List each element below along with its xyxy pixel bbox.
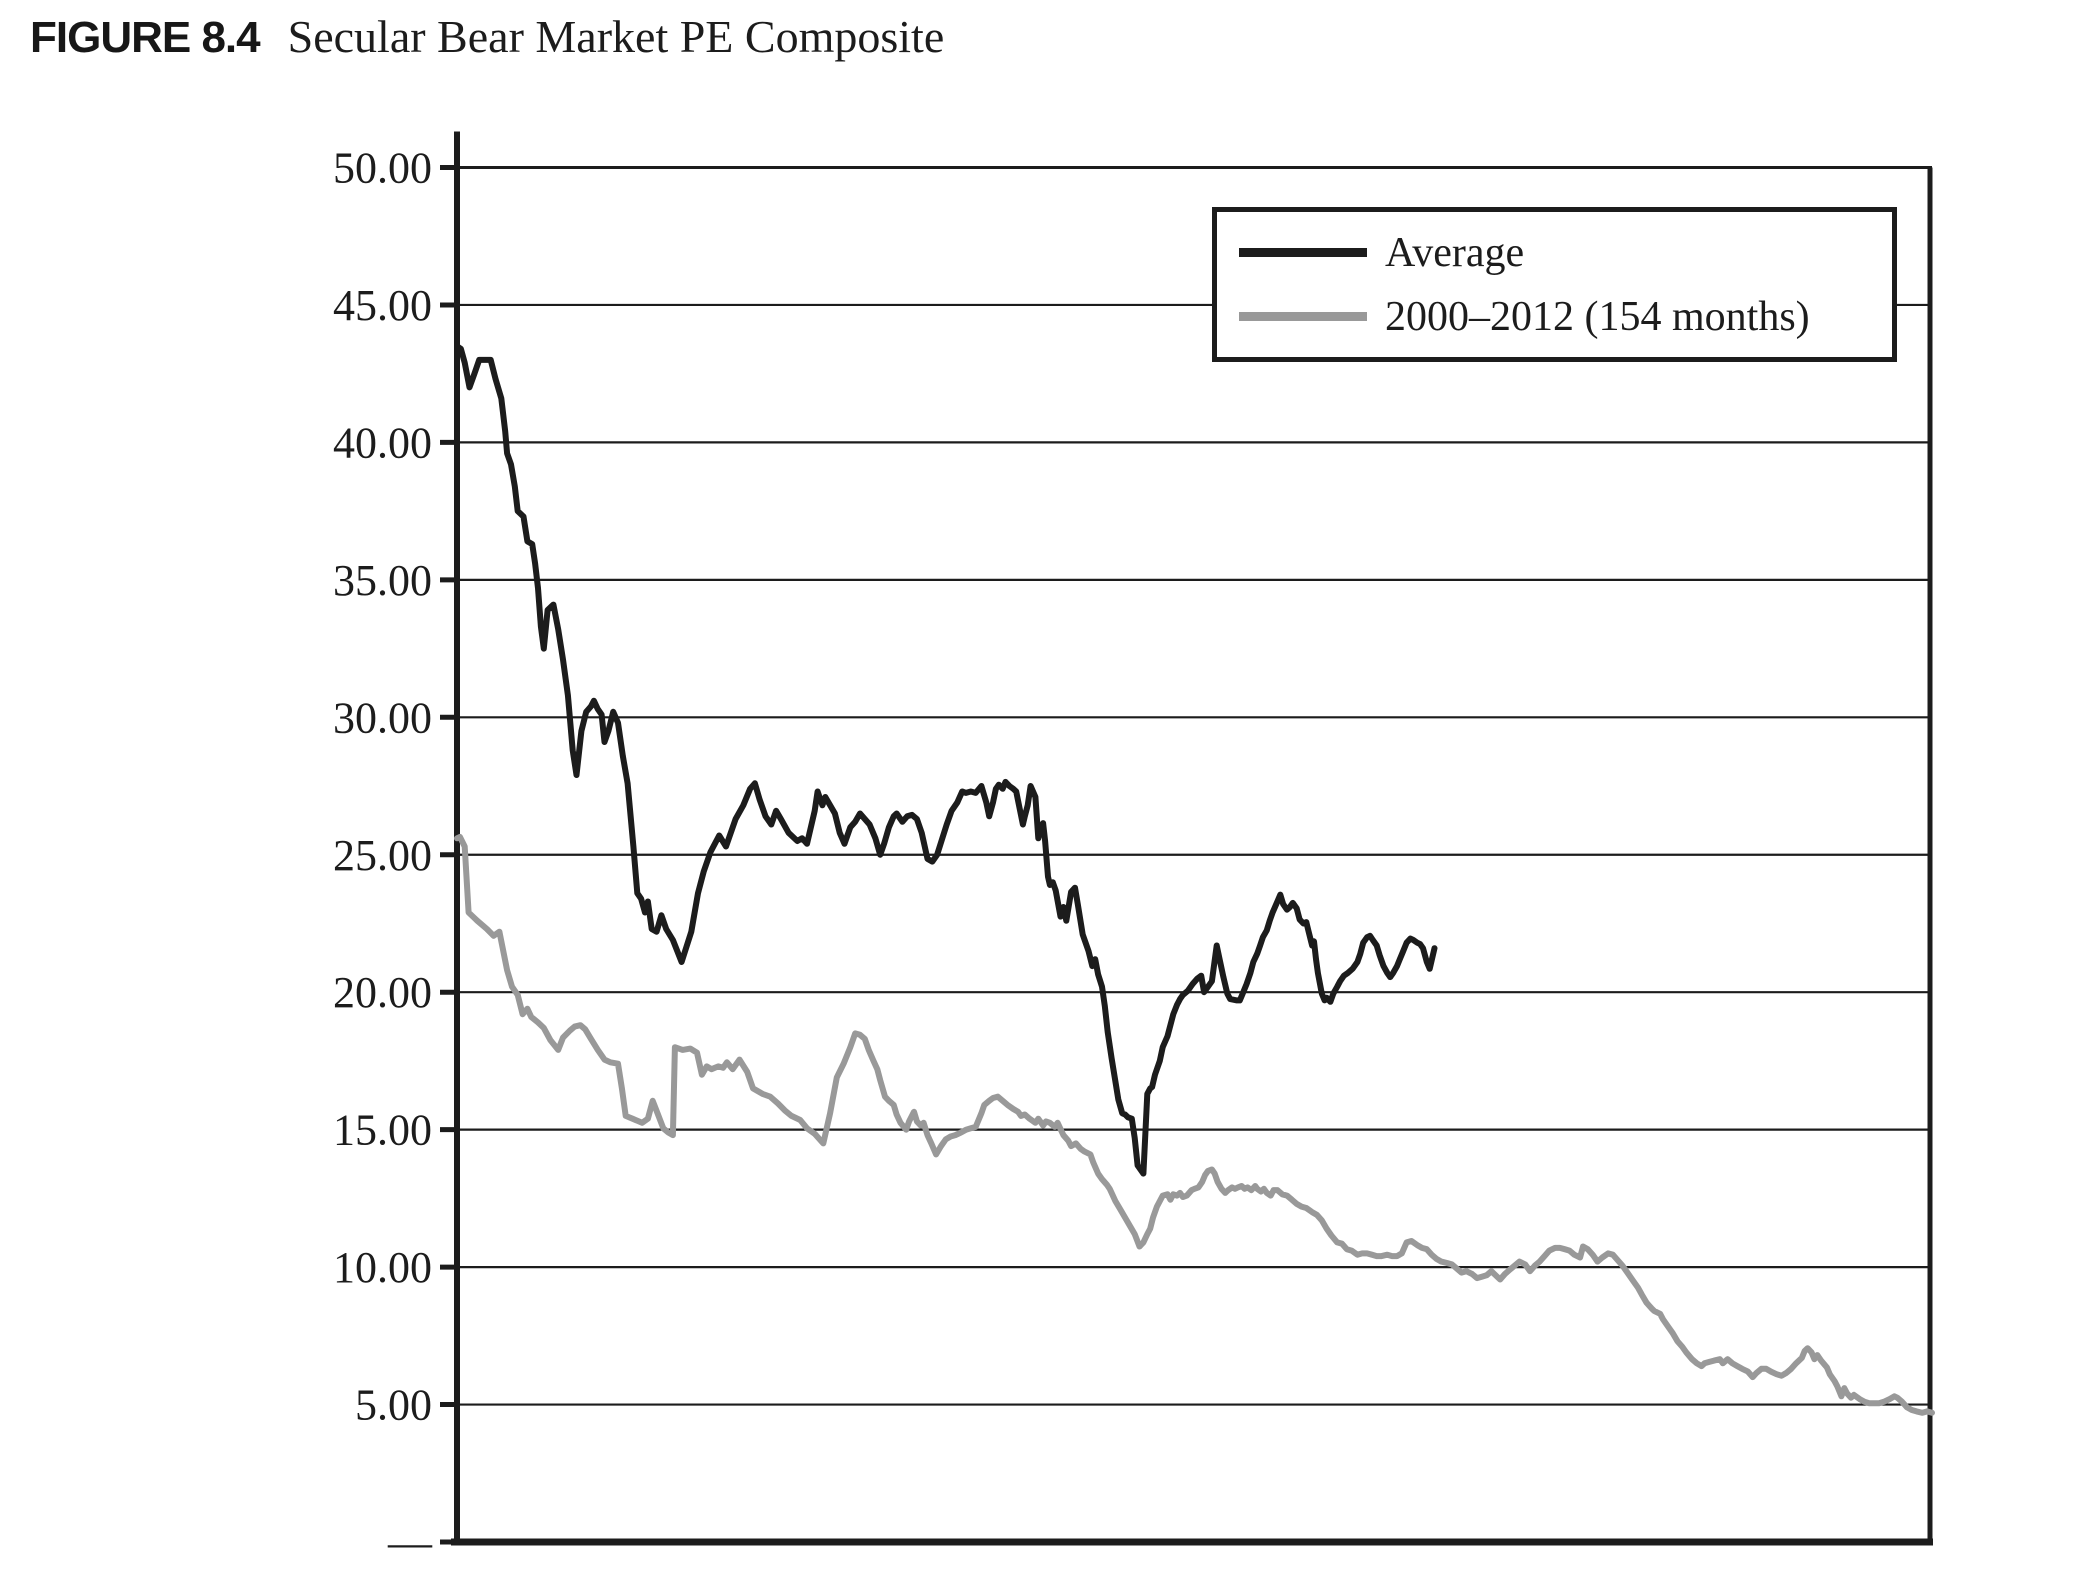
- y-axis-label: 10.00: [333, 1243, 432, 1292]
- figure-number-label: FIGURE 8.4: [30, 13, 261, 62]
- legend-label-average: Average: [1385, 229, 1525, 276]
- legend-item-average: Average: [1217, 230, 1892, 276]
- legend-item-2000-2012: 2000–2012 (154 months): [1217, 294, 1892, 340]
- series-line-2000-2012: [454, 833, 1935, 1416]
- y-axis-label: 30.00: [333, 693, 432, 742]
- y-axis-label: 40.00: [333, 418, 432, 467]
- y-axis-label: 20.00: [333, 968, 432, 1017]
- 2000-2012-line-swatch: [1239, 312, 1367, 321]
- y-axis-label: 15.00: [333, 1106, 432, 1155]
- y-axis-label: 35.00: [333, 556, 432, 605]
- figure-caption: FIGURE 8.4 Secular Bear Market PE Composi…: [30, 10, 944, 63]
- y-axis-label: —: [387, 1518, 433, 1567]
- figure-title: Secular Bear Market PE Composite: [287, 11, 945, 62]
- y-axis-label: 25.00: [333, 831, 432, 880]
- average-line-swatch: [1239, 248, 1367, 257]
- chart-legend: Average 2000–2012 (154 months): [1212, 207, 1897, 362]
- y-axis-label: 50.00: [333, 144, 432, 193]
- legend-label-2000-2012: 2000–2012 (154 months): [1385, 293, 1810, 340]
- y-axis-label: 5.00: [355, 1381, 432, 1430]
- y-axis-label: 45.00: [333, 281, 432, 330]
- series-line-average: [454, 343, 1438, 1177]
